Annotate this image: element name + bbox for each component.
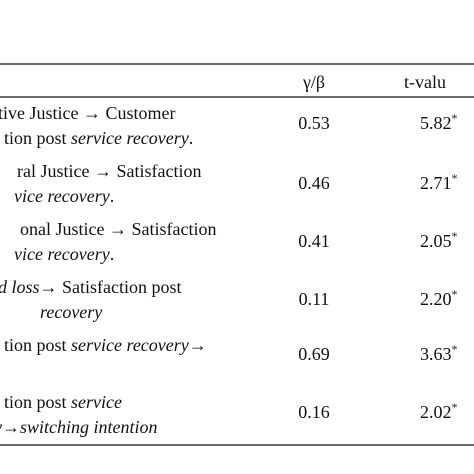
t-number: 2.20 [420,289,452,309]
label-segment: service recovery [71,335,189,355]
label-segment: . [110,186,115,206]
row-label: tion post service recovery. [4,128,193,148]
label-segment: tion post [4,335,71,355]
label-segment: → [189,335,207,355]
label-segment: vice recovery [14,244,110,264]
header-cell: γ/β [302,72,325,92]
label-segment: d loss [0,277,40,297]
row-label: vice recovery. [14,244,114,264]
label-segment: tion post [4,392,71,412]
row-label: tion post service [4,392,122,412]
coefficient: 0.11 [299,289,330,309]
t-value: 2.71* [420,171,458,193]
significance: * [452,400,458,414]
row-label: onal Justice → Satisfaction [20,219,216,239]
t-value: 2.20* [420,287,458,309]
label-segment: → Satisfaction post [40,277,182,297]
coefficient: 0.46 [298,173,330,193]
coefficient: 0.69 [298,344,330,364]
significance: * [452,342,458,356]
label-segment: onal Justice → Satisfaction [20,219,216,239]
significance: * [452,229,458,243]
label-segment: . [189,128,194,148]
row-label: d loss→ Satisfaction post [0,277,182,297]
label-segment: vice recovery [14,186,110,206]
label-segment: tive Justice → Customer [0,103,175,123]
t-number: 2.05 [420,231,452,251]
label-segment: ral Justice → Satisfaction [17,161,201,181]
coefficient: 0.53 [298,113,330,133]
t-number: 2.71 [420,173,452,193]
significance: * [452,287,458,301]
coefficient: 0.16 [298,402,330,422]
coefficient: 0.41 [298,231,330,251]
row-label: ral Justice → Satisfaction [17,161,201,181]
t-value: 3.63* [420,342,458,364]
label-segment: service recovery [71,128,189,148]
row-label: tion post service recovery→ [4,335,207,355]
t-number: 2.02 [420,402,452,422]
row-label: y→switching intention [0,417,158,437]
t-value: 2.05* [420,229,458,251]
label-segment: tion post [4,128,71,148]
significance: * [452,111,458,125]
row-label: vice recovery. [14,186,114,206]
significance: * [452,171,458,185]
row-label: recovery [40,302,102,322]
t-value: 2.02* [420,400,458,422]
label-segment: recovery [40,302,102,322]
t-number: 5.82 [420,113,452,133]
header-cell: t-valu [404,72,446,92]
row-label: tive Justice → Customer [0,103,175,123]
label-segment: y→switching intention [0,417,158,437]
t-value: 5.82* [420,111,458,133]
label-segment: service [71,392,122,412]
t-number: 3.63 [420,344,452,364]
label-segment: . [110,244,115,264]
